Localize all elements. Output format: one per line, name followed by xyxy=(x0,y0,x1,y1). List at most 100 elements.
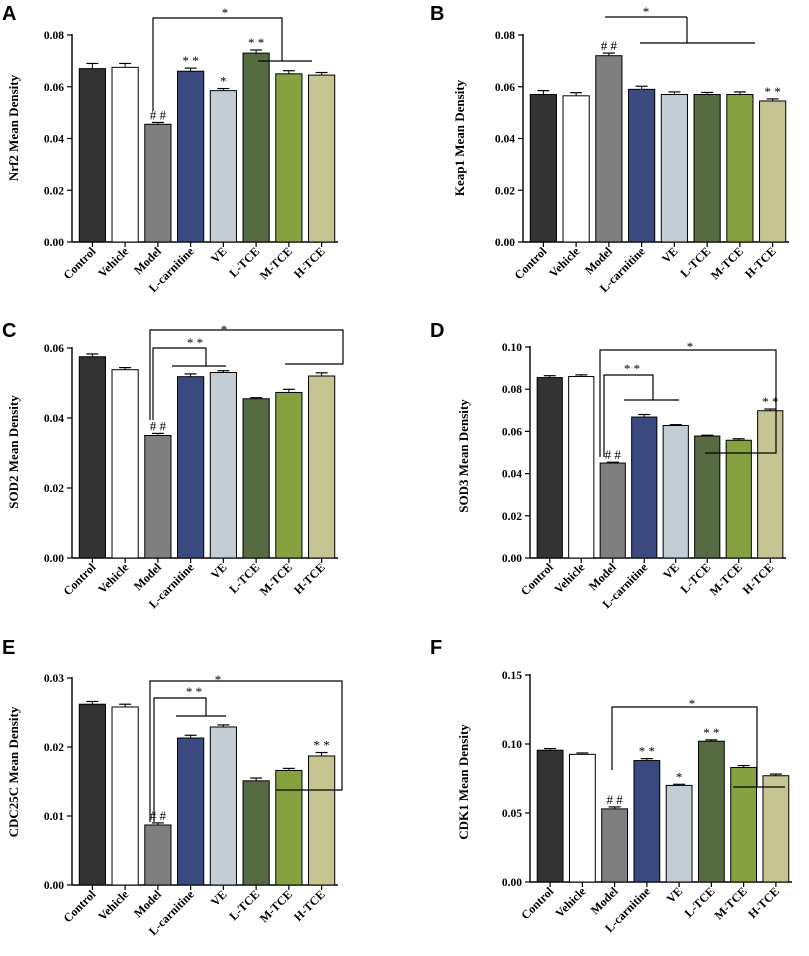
y-tick-label: 0.04 xyxy=(495,134,515,146)
x-tick-label: Vehicle xyxy=(546,244,582,280)
x-tick-label: L-TCE xyxy=(682,884,718,920)
bar xyxy=(568,753,596,883)
bar xyxy=(757,410,784,559)
plot-area-d: 0.000.020.040.060.080.10ControlVehicleMo… xyxy=(502,342,786,611)
bar xyxy=(662,424,689,559)
annotations-b xyxy=(605,16,755,44)
bar xyxy=(599,462,626,559)
x-tick-label: L-TCE xyxy=(226,244,262,280)
y-tick-label: 0.00 xyxy=(44,237,64,249)
x-tick-label: Vehicle xyxy=(551,560,587,596)
y-tick-label: 0.08 xyxy=(495,30,515,42)
annotations-a xyxy=(152,17,312,111)
x-tick-label: Vehicle xyxy=(95,244,131,280)
bar xyxy=(308,375,336,559)
bar xyxy=(601,808,629,883)
bracket-label-a: * xyxy=(222,5,229,20)
x-tick-label: L-TCE xyxy=(226,560,262,596)
bracket-f xyxy=(611,706,758,787)
bar xyxy=(275,391,303,559)
bar xyxy=(562,95,590,243)
bar xyxy=(78,703,106,886)
significance-label: * * xyxy=(314,738,330,753)
panel-f: F CDK1 Mean Density 0.00 0.05 0.10 0.15 Cont… xyxy=(430,637,792,935)
panel-label-a: A xyxy=(2,3,16,25)
bar xyxy=(242,398,270,559)
panel-d: D SOD3 Mean Density 0.00 0.02 0.04 0.06 0.08… xyxy=(430,320,786,611)
significance-label: # # xyxy=(150,808,167,823)
bracket-label-b: * xyxy=(643,4,650,19)
significance-label: # # xyxy=(605,447,622,462)
bracket-inner-c xyxy=(152,347,226,420)
bar xyxy=(660,94,688,243)
bar xyxy=(726,94,754,243)
x-tick-label: VE xyxy=(208,887,230,909)
bracket-outer-e xyxy=(149,680,343,822)
bracket-inner-e xyxy=(153,697,226,822)
panel-label-e: E xyxy=(2,637,15,659)
bar xyxy=(529,94,557,243)
bar xyxy=(242,52,270,243)
x-tick-label: H-TCE xyxy=(740,560,777,597)
y-tick-label: 0.02 xyxy=(495,185,515,197)
y-tick-label: 0.05 xyxy=(502,808,522,820)
significance-label: # # xyxy=(601,38,618,53)
bracket-label-f: * xyxy=(689,696,696,711)
y-tick-label: 0.15 xyxy=(502,670,522,682)
bar xyxy=(144,435,172,559)
x-tick-label: H-TCE xyxy=(291,887,328,924)
x-tick-label: L-TCE xyxy=(226,887,262,923)
y-tick-label: 0.10 xyxy=(502,342,522,354)
significance-label: * * xyxy=(762,394,778,409)
x-tick-label: M-TCE xyxy=(257,887,295,925)
x-tick-label: Vehicle xyxy=(553,884,589,920)
significance-label: * xyxy=(220,74,227,89)
y-axis-label-b: Keap1 Mean Density xyxy=(452,79,467,196)
significance-label: * * xyxy=(765,84,781,99)
bar xyxy=(275,769,303,886)
x-tick-label: Vehicle xyxy=(95,887,131,923)
y-tick-label: 0.04 xyxy=(44,134,64,146)
y-tick-label: 0.02 xyxy=(44,483,64,495)
bar xyxy=(568,376,595,559)
bar xyxy=(308,74,336,243)
bar xyxy=(209,372,237,559)
y-tick-label: 0.00 xyxy=(502,553,522,565)
bar xyxy=(762,775,790,883)
annotations-d xyxy=(599,349,777,457)
y-tick-label: 0.01 xyxy=(44,811,64,823)
bracket-label-inner-c: * * xyxy=(187,335,203,350)
x-tick-label: H-TCE xyxy=(745,884,782,921)
x-tick-label: Control xyxy=(511,244,549,282)
y-tick-label: 0.04 xyxy=(44,413,64,425)
bar xyxy=(111,369,139,559)
x-tick-label: VE xyxy=(208,560,230,582)
x-tick-label: H-TCE xyxy=(291,560,328,597)
y-tick-label: 0.06 xyxy=(44,343,64,355)
annotations-e xyxy=(149,680,343,822)
bar xyxy=(177,376,205,559)
y-axis-label-d: SOD3 Mean Density xyxy=(456,399,471,513)
y-tick-label: 0.06 xyxy=(502,426,522,438)
y-tick-label: 0.08 xyxy=(502,384,522,396)
significance-label: * * xyxy=(248,35,264,50)
significance-label: # # xyxy=(150,418,167,433)
y-tick-label: 0.06 xyxy=(44,82,64,94)
y-tick-label: 0.02 xyxy=(44,185,64,197)
x-tick-label: M-TCE xyxy=(257,560,295,598)
bar xyxy=(536,377,563,559)
bar xyxy=(697,740,725,883)
x-tick-label: M-TCE xyxy=(707,560,745,598)
bracket-label-outer-c: * xyxy=(221,322,228,337)
bar xyxy=(633,760,661,883)
y-tick-label: 0.00 xyxy=(502,877,522,889)
bar xyxy=(308,755,336,886)
panel-label-f: F xyxy=(430,637,442,659)
bar xyxy=(111,706,139,886)
y-axis-label-e: CDC25C Mean Density xyxy=(6,706,21,837)
y-axis-label-c: SOD2 Mean Density xyxy=(6,395,21,509)
bar xyxy=(628,88,656,243)
bar xyxy=(177,737,205,886)
